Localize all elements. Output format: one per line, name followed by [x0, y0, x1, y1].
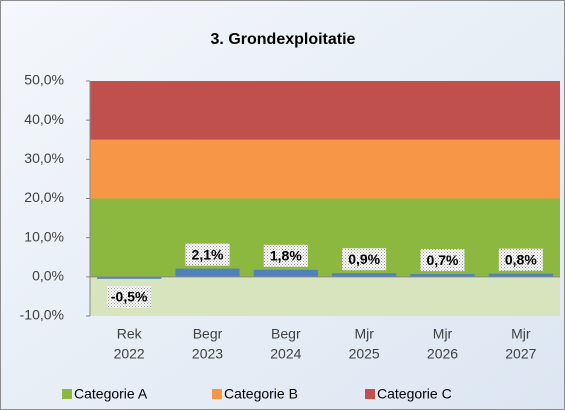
x-tick-label: Mjr — [354, 326, 374, 342]
value-label-box — [263, 244, 308, 267]
x-tick-label: Begr — [193, 326, 223, 342]
chart-title: 3. Grondexploitatie — [211, 31, 356, 48]
y-tick-label: 40,0% — [24, 111, 64, 127]
value-label: 1,8% — [270, 247, 302, 263]
legend-label: Categorie A — [74, 386, 148, 402]
legend-swatch — [62, 389, 72, 399]
y-tick-label: 30,0% — [24, 150, 64, 166]
value-label: -0,5% — [111, 289, 148, 305]
plot-background — [90, 276, 560, 316]
y-tick-label: 20,0% — [24, 189, 64, 205]
legend-label: Categorie B — [224, 386, 298, 402]
category-band — [90, 139, 560, 199]
value-label-box — [498, 248, 543, 271]
value-label-box — [185, 243, 230, 266]
legend-swatch — [365, 389, 375, 399]
category-band — [90, 198, 560, 277]
x-tick-label: 2024 — [270, 346, 301, 362]
x-tick-label: 2025 — [349, 346, 380, 362]
value-label: 2,1% — [192, 246, 224, 262]
bar — [175, 268, 240, 277]
x-tick-label: Rek — [117, 326, 143, 342]
x-tick-label: 2026 — [427, 346, 458, 362]
bar — [488, 273, 553, 277]
legend-label: Categorie C — [377, 386, 452, 402]
x-tick-label: Mjr — [511, 326, 531, 342]
y-tick-label: 0,0% — [32, 268, 64, 284]
value-label: 0,7% — [427, 252, 459, 268]
value-label-box — [420, 249, 465, 272]
value-label: 0,8% — [505, 251, 537, 267]
y-tick-label: -10,0% — [20, 307, 64, 323]
category-band — [90, 81, 560, 140]
x-tick-label: 2022 — [114, 346, 145, 362]
x-tick-label: 2023 — [192, 346, 223, 362]
x-tick-label: 2027 — [505, 346, 536, 362]
legend-swatch — [212, 389, 222, 399]
bar — [332, 273, 397, 277]
bar — [410, 274, 475, 277]
value-label: 0,9% — [348, 251, 380, 267]
bar — [97, 276, 162, 279]
x-tick-label: Mjr — [433, 326, 453, 342]
value-label-box — [342, 248, 387, 271]
y-tick-label: 10,0% — [24, 228, 64, 244]
x-tick-label: Begr — [271, 326, 301, 342]
value-label-box — [107, 285, 152, 308]
bar — [253, 269, 318, 277]
y-tick-label: 50,0% — [24, 72, 64, 88]
